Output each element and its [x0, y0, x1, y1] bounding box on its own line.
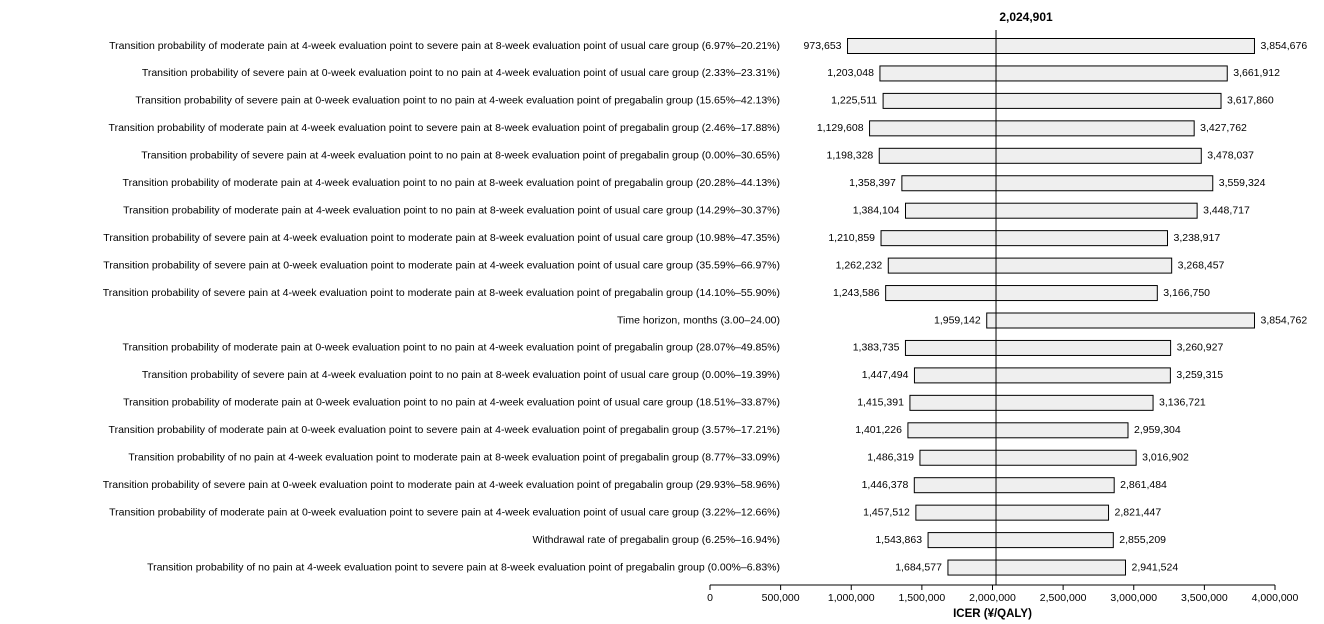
tornado-bar	[909, 394, 1154, 411]
tornado-bar	[913, 477, 1115, 494]
high-value-label: 2,855,209	[1119, 534, 1166, 546]
parameter-label: Transition probability of no pain at 4-w…	[128, 452, 780, 464]
tornado-bar	[882, 92, 1222, 109]
high-value-label: 3,854,676	[1260, 40, 1307, 52]
high-value-label: 3,238,917	[1173, 232, 1220, 244]
x-axis-title: ICER (¥/QALY)	[953, 608, 1032, 620]
high-value-label: 3,617,860	[1227, 95, 1274, 107]
parameter-label: Transition probability of severe pain at…	[103, 287, 780, 299]
low-value-label: 1,447,494	[862, 369, 909, 381]
x-tick-label: 3,500,000	[1181, 592, 1228, 604]
low-value-label: 1,684,577	[895, 561, 942, 573]
low-value-label: 1,225,511	[831, 95, 877, 107]
high-value-label: 3,661,912	[1233, 67, 1280, 79]
high-value-label: 3,016,902	[1142, 452, 1189, 464]
low-value-label: 1,383,735	[853, 342, 900, 354]
high-value-label: 3,559,324	[1219, 177, 1266, 189]
x-tick-label: 1,500,000	[899, 592, 946, 604]
low-value-label: 1,486,319	[867, 452, 914, 464]
tornado-bar	[913, 367, 1171, 384]
high-value-label: 3,166,750	[1163, 287, 1210, 299]
high-value-label: 3,260,927	[1177, 342, 1224, 354]
tornado-bar	[901, 175, 1214, 192]
low-value-label: 1,243,586	[833, 287, 880, 299]
x-tick-label: 2,500,000	[1040, 592, 1087, 604]
low-value-label: 973,653	[804, 40, 842, 52]
parameter-label: Time horizon, months (3.00–24.00)	[617, 314, 780, 326]
tornado-bar	[887, 257, 1173, 274]
low-value-label: 1,415,391	[857, 397, 904, 409]
parameter-label: Transition probability of moderate pain …	[109, 122, 780, 134]
parameter-label: Withdrawal rate of pregabalin group (6.2…	[533, 534, 780, 546]
parameter-label: Transition probability of severe pain at…	[103, 232, 780, 244]
tornado-bar	[885, 285, 1158, 302]
tornado-bar	[904, 339, 1172, 356]
parameter-label: Transition probability of severe pain at…	[142, 67, 780, 79]
low-value-label: 1,129,608	[817, 122, 864, 134]
low-value-label: 1,262,232	[836, 259, 883, 271]
high-value-label: 3,259,315	[1176, 369, 1223, 381]
low-value-label: 1,543,863	[875, 534, 922, 546]
parameter-label: Transition probability of moderate pain …	[109, 40, 780, 52]
x-tick-label: 4,000,000	[1252, 592, 1299, 604]
tornado-bar	[880, 230, 1168, 247]
low-value-label: 1,446,378	[862, 479, 909, 491]
high-value-label: 3,136,721	[1159, 397, 1206, 409]
high-value-label: 3,854,762	[1260, 314, 1307, 326]
parameter-label: Transition probability of severe pain at…	[103, 479, 780, 491]
x-tick-label: 2,000,000	[969, 592, 1016, 604]
tornado-bar	[947, 559, 1126, 576]
tornado-bar	[907, 422, 1129, 439]
low-value-label: 1,401,226	[855, 424, 902, 436]
high-value-label: 3,478,037	[1207, 150, 1254, 162]
parameter-label: Transition probability of moderate pain …	[109, 506, 780, 518]
parameter-label: Transition probability of moderate pain …	[123, 177, 780, 189]
x-tick-label: 3,000,000	[1110, 592, 1157, 604]
tornado-bar	[905, 202, 1198, 219]
low-value-label: 1,457,512	[863, 506, 910, 518]
high-value-label: 3,448,717	[1203, 204, 1250, 216]
tornado-bar	[869, 120, 1195, 137]
high-value-label: 3,268,457	[1178, 259, 1225, 271]
parameter-label: Transition probability of severe pain at…	[142, 369, 780, 381]
x-tick-label: 500,000	[762, 592, 800, 604]
low-value-label: 1,198,328	[827, 150, 874, 162]
parameter-label: Transition probability of severe pain at…	[141, 150, 780, 162]
low-value-label: 1,959,142	[934, 314, 981, 326]
high-value-label: 2,861,484	[1120, 479, 1167, 491]
low-value-label: 1,203,048	[827, 67, 874, 79]
tornado-bar	[847, 38, 1255, 54]
parameter-label: Transition probability of no pain at 4-w…	[147, 561, 780, 573]
tornado-bar	[878, 147, 1202, 164]
high-value-label: 2,821,447	[1115, 506, 1162, 518]
high-value-label: 2,941,524	[1131, 561, 1178, 573]
parameter-label: Transition probability of moderate pain …	[123, 204, 780, 216]
low-value-label: 1,358,397	[849, 177, 896, 189]
tornado-bar	[986, 312, 1255, 329]
low-value-label: 1,210,859	[828, 232, 875, 244]
tornado-bar	[919, 449, 1137, 466]
parameter-label: Transition probability of moderate pain …	[109, 424, 780, 436]
tornado-bar	[915, 504, 1110, 521]
parameter-label: Transition probability of moderate pain …	[123, 342, 780, 354]
parameter-label: Transition probability of moderate pain …	[123, 397, 780, 409]
tornado-bar	[927, 532, 1114, 549]
tornado-bar	[879, 65, 1228, 82]
parameter-label: Transition probability of severe pain at…	[135, 95, 780, 107]
high-value-label: 2,959,304	[1134, 424, 1181, 436]
parameter-label: Transition probability of severe pain at…	[103, 259, 780, 271]
base-value-label: 2,024,901	[999, 10, 1053, 24]
x-tick-label: 0	[707, 592, 713, 604]
x-tick-label: 1,000,000	[828, 592, 875, 604]
low-value-label: 1,384,104	[853, 204, 900, 216]
high-value-label: 3,427,762	[1200, 122, 1247, 134]
